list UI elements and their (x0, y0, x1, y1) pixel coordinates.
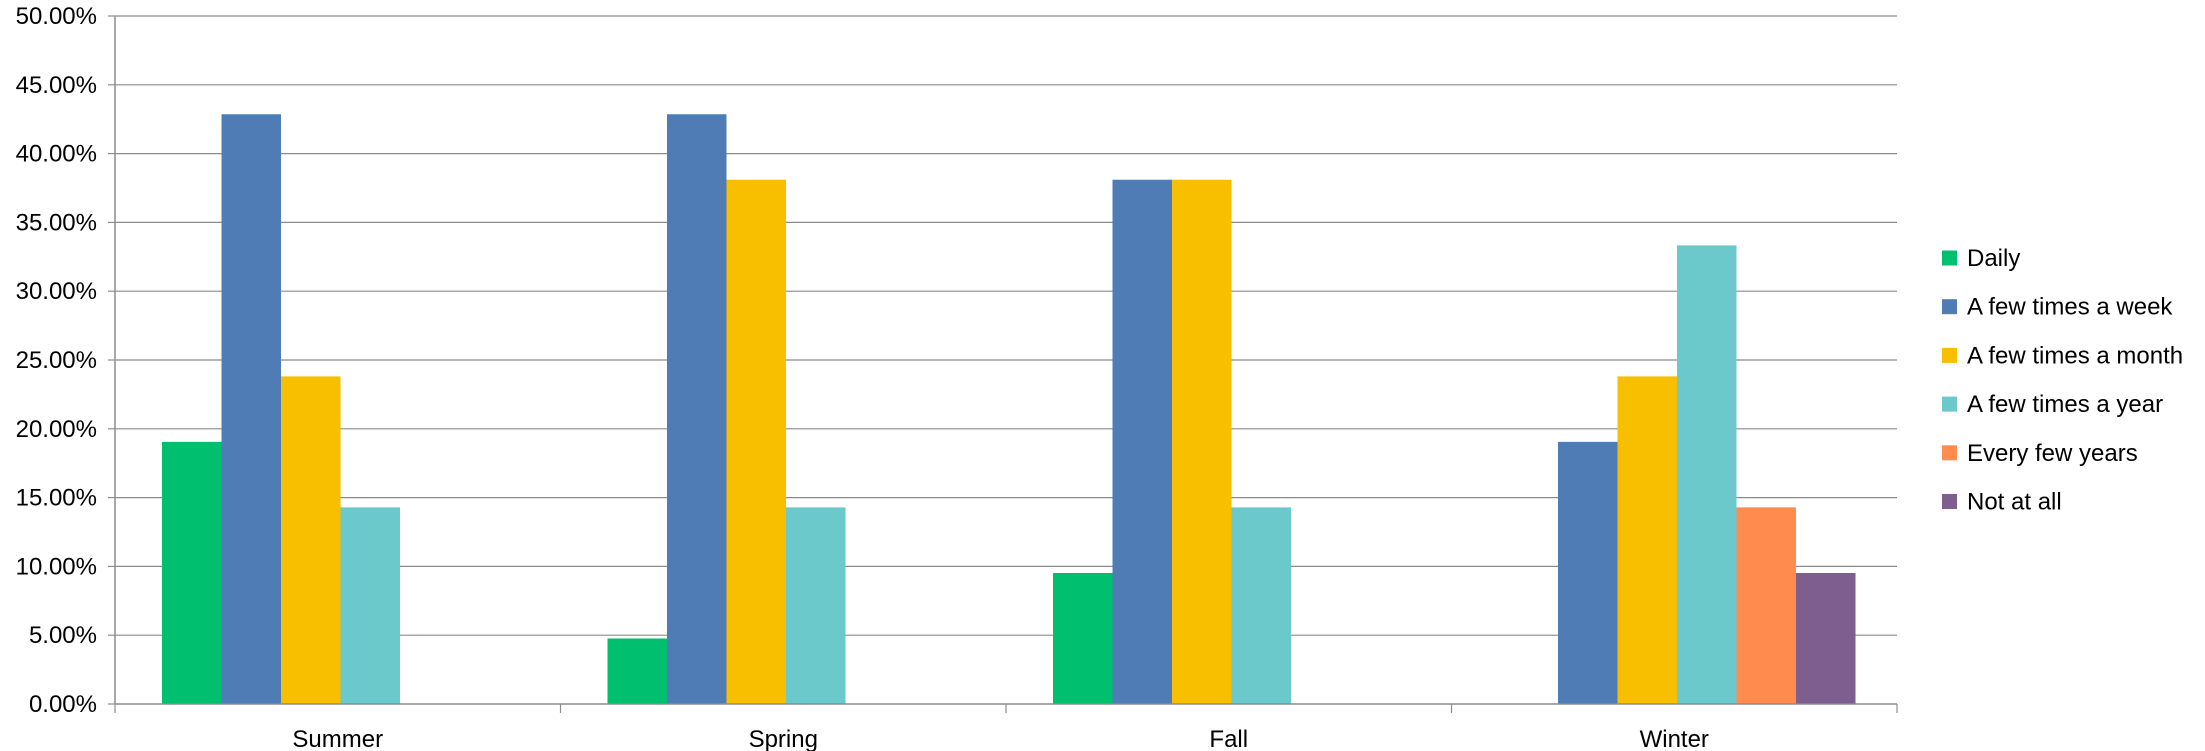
bar-spring-a-few-times-a-week (667, 114, 727, 704)
bar-summer-a-few-times-a-month (281, 376, 341, 704)
legend-label: A few times a week (1967, 294, 2173, 321)
bar-summer-daily (162, 441, 222, 704)
legend-swatch (1942, 299, 1957, 315)
bar-winter-every-few-years (1736, 507, 1796, 704)
y-tick-label: 45.00% (16, 72, 97, 99)
bar-winter-a-few-times-a-year (1677, 245, 1737, 704)
bar-winter-not-at-all (1796, 573, 1856, 704)
bar-spring-a-few-times-a-month (726, 179, 786, 704)
legend-swatch (1942, 347, 1957, 363)
x-tick-label: Summer (292, 726, 383, 751)
y-tick-label: 25.00% (16, 347, 97, 374)
bar-fall-daily (1053, 573, 1113, 704)
axes (114, 16, 1898, 713)
x-tick-label: Spring (749, 726, 818, 751)
bar-fall-a-few-times-a-year (1231, 507, 1291, 704)
y-axis-ticks: 0.00% 5.00% 10.00% 15.00% 20.00% 25.00% 30.00%… (16, 3, 115, 718)
y-tick-label: 0.00% (29, 691, 97, 718)
bar-winter-a-few-times-a-month (1617, 376, 1677, 704)
legend-swatch (1942, 250, 1957, 266)
y-tick-label: 40.00% (16, 141, 97, 168)
legend-swatch (1942, 494, 1957, 509)
x-axis-labels: Summer Spring Fall Winter (292, 726, 1709, 751)
bars (162, 114, 1856, 704)
bar-summer-a-few-times-a-year (340, 507, 400, 704)
y-tick-label: 10.00% (16, 553, 97, 580)
x-tick-label: Winter (1640, 726, 1709, 751)
gridlines (115, 15, 1897, 636)
legend-label: Every few years (1967, 440, 2138, 467)
bar-summer-a-few-times-a-week (221, 114, 281, 704)
bar-winter-a-few-times-a-week (1558, 441, 1618, 704)
y-tick-label: 15.00% (16, 485, 97, 512)
legend-label: A few times a month (1967, 342, 2183, 369)
x-tick-label: Fall (1209, 726, 1248, 751)
y-tick-label: 50.00% (16, 3, 97, 30)
legend-label: A few times a year (1967, 391, 2163, 418)
legend-swatch (1942, 445, 1957, 461)
y-tick-label: 5.00% (29, 622, 97, 649)
legend-swatch (1942, 396, 1957, 412)
bar-fall-a-few-times-a-month (1172, 179, 1232, 704)
legend-label: Daily (1967, 245, 2020, 272)
bar-spring-a-few-times-a-year (786, 507, 846, 704)
y-tick-label: 20.00% (16, 416, 97, 443)
y-tick-label: 35.00% (16, 209, 97, 236)
y-tick-label: 30.00% (16, 278, 97, 305)
bar-spring-daily (607, 638, 667, 704)
bar-fall-a-few-times-a-week (1112, 179, 1172, 704)
legend-label: Not at all (1967, 489, 2062, 516)
legend: Daily A few times a week A few times a mon… (1942, 245, 2183, 516)
